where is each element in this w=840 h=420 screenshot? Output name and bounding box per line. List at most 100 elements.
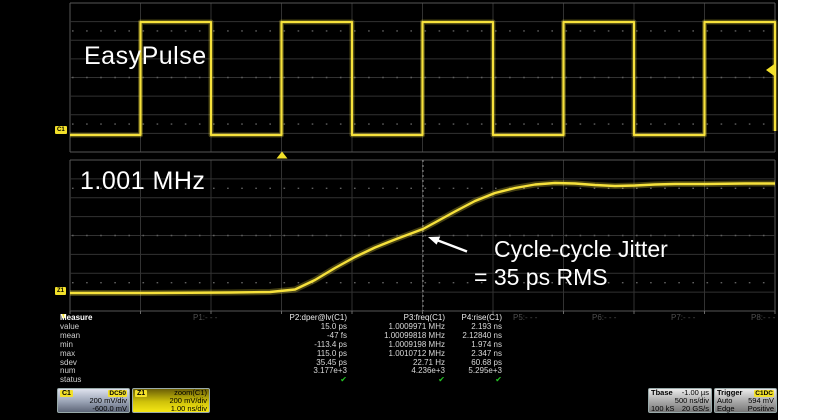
measure-status-check-icon: ✔	[495, 375, 502, 385]
channel1-coupling-badge[interactable]: DC50	[108, 389, 127, 397]
channel1-square-wave-trace	[70, 20, 777, 137]
measure-value: 2.193 ns	[471, 321, 502, 331]
channel1-offset: -600.0 mV	[92, 404, 127, 413]
measure-value	[193, 359, 233, 368]
measure-value	[751, 332, 777, 341]
scope-display-area: EasyPulse 1.001 MHz Cycle-cycle Jitter =…	[0, 0, 778, 420]
zoom1-descriptor-box[interactable]: Z1 zoom(C1) 200 mV/div 1.00 ns/div	[132, 388, 210, 413]
measure-value	[193, 332, 233, 341]
measure-row-label: mean	[60, 330, 81, 340]
measure-value	[592, 341, 637, 350]
measure-value	[592, 323, 637, 332]
trigger-level: 594 mV	[748, 396, 774, 405]
measure-value	[513, 323, 558, 332]
measure-value: 115.0 ps	[316, 348, 347, 358]
timebase-label: Tbase	[651, 388, 673, 397]
measure-value	[513, 367, 558, 376]
measure-value	[751, 323, 777, 332]
timebase-samples: 100 kS	[651, 404, 675, 413]
measure-value: 5.295e+3	[468, 366, 502, 376]
zoom1-tab[interactable]: Z1	[135, 389, 148, 397]
measure-value	[592, 350, 637, 359]
timebase-scale: 500 ns/div	[674, 396, 709, 405]
measure-column-4: P4:rise(C1) 2.193 ns 2.12840 ns 1.974 ns 2.3…	[442, 313, 502, 385]
measure-value	[671, 359, 716, 368]
measure-status-check-icon	[513, 376, 558, 385]
timebase-samplerate: 20 GS/s	[681, 404, 709, 413]
measure-value	[592, 359, 637, 368]
timebase-descriptor-box[interactable]: Tbase -1.00 µs 500 ns/div 100 kS 20 GS/s	[648, 388, 712, 413]
measure-value	[193, 323, 233, 332]
measure-value: 22.71 Hz	[412, 357, 445, 367]
measure-value: -113.4 ps	[314, 339, 347, 349]
measure-value: 1.974 ns	[471, 339, 502, 349]
measure-column-header[interactable]: P4:rise(C1)	[461, 313, 502, 322]
measure-column-header[interactable]: P3:freq(C1)	[403, 313, 445, 322]
measure-status-check-icon	[592, 376, 637, 385]
jitter-annotation-arrow-icon	[428, 236, 468, 253]
channel1-scale: 200 mV/div	[89, 396, 127, 405]
measure-column-5: P5:- - -	[513, 313, 558, 385]
trigger-type: Edge	[717, 404, 735, 413]
measure-row-label: max	[60, 348, 76, 358]
measure-value	[592, 367, 637, 376]
measure-column-3: P3:freq(C1) 1.0009971 MHz 1.00099818 MHz 1.…	[350, 313, 445, 385]
measure-value	[671, 367, 716, 376]
measure-value: -47 fs	[326, 330, 347, 340]
measure-value: 35.45 ps	[316, 357, 347, 367]
measure-value	[671, 332, 716, 341]
channel1-descriptor-box[interactable]: C1 DC50 200 mV/div -600.0 mV	[57, 388, 130, 413]
timebase-delay: -1.00 µs	[681, 388, 709, 397]
measure-value	[751, 341, 777, 350]
measure-column-header[interactable]: P2:dper@lv(C1)	[289, 313, 347, 322]
measure-column-2: P2:dper@lv(C1) 15.0 ps -47 fs -113.4 ps 115.…	[233, 313, 347, 385]
measure-value: 1.0009198 MHz	[388, 339, 445, 349]
jitter-annotation-line1: Cycle-cycle Jitter	[494, 236, 668, 262]
trigger-time-marker-icon[interactable]	[276, 151, 288, 159]
trigger-label: Trigger	[717, 388, 743, 397]
measure-column-6: P6:- - -	[592, 313, 637, 385]
measure-row-label: status	[60, 375, 82, 385]
measure-row-label: num	[60, 366, 76, 376]
measure-column-header[interactable]: P5:- - -	[513, 313, 538, 322]
measure-row-label: Measure	[60, 313, 93, 322]
trigger-descriptor-box[interactable]: Trigger C1DC Auto 594 mV Edge Positive	[714, 388, 777, 413]
jitter-annotation-line2: = 35 ps RMS	[474, 264, 608, 290]
measure-value: 60.68 ps	[471, 357, 502, 367]
waveform-graticule	[69, 2, 778, 314]
measure-status-check-icon	[671, 376, 716, 385]
measure-column-8: P8:- - -	[751, 313, 777, 385]
channel1-offset-tag[interactable]: C1	[55, 126, 67, 134]
measure-column-header[interactable]: P8:- - -	[751, 313, 776, 322]
measure-value	[751, 359, 777, 368]
zoom1-timebase: 1.00 ns/div	[170, 404, 207, 413]
measure-value	[193, 367, 233, 376]
measure-value	[671, 341, 716, 350]
measure-value	[751, 350, 777, 359]
frequency-label: 1.001 MHz	[80, 167, 206, 195]
measure-column-7: P7:- - -	[671, 313, 716, 385]
measure-value: 1.0009971 MHz	[388, 321, 445, 331]
trigger-mode: Auto	[717, 396, 733, 405]
measure-value: 2.12840 ns	[462, 330, 502, 340]
measure-value	[592, 332, 637, 341]
measure-value: 1.00099818 MHz	[384, 330, 445, 340]
measure-column-header[interactable]: P6:- - -	[592, 313, 617, 322]
measure-value	[671, 323, 716, 332]
measure-status-check-icon	[193, 376, 233, 385]
zoom1-source: zoom(C1)	[174, 388, 207, 397]
zoom-rising-edge-trace	[70, 181, 775, 295]
trigger-level-marker-icon[interactable]	[766, 63, 775, 77]
zoom1-offset-tag[interactable]: Z1	[55, 287, 67, 295]
measure-value: 4.236e+3	[411, 366, 445, 376]
measure-column-header[interactable]: P1:- - -	[193, 313, 218, 322]
measure-column-header[interactable]: P7:- - -	[671, 313, 696, 322]
measure-value: 1.0010712 MHz	[388, 348, 445, 358]
measure-value	[751, 367, 777, 376]
measure-value	[193, 341, 233, 350]
measure-row-label: min	[60, 339, 73, 349]
channel1-tab[interactable]: C1	[60, 389, 73, 397]
trigger-source-badge[interactable]: C1DC	[754, 389, 774, 397]
measure-status-check-icon: ✔	[340, 375, 347, 385]
